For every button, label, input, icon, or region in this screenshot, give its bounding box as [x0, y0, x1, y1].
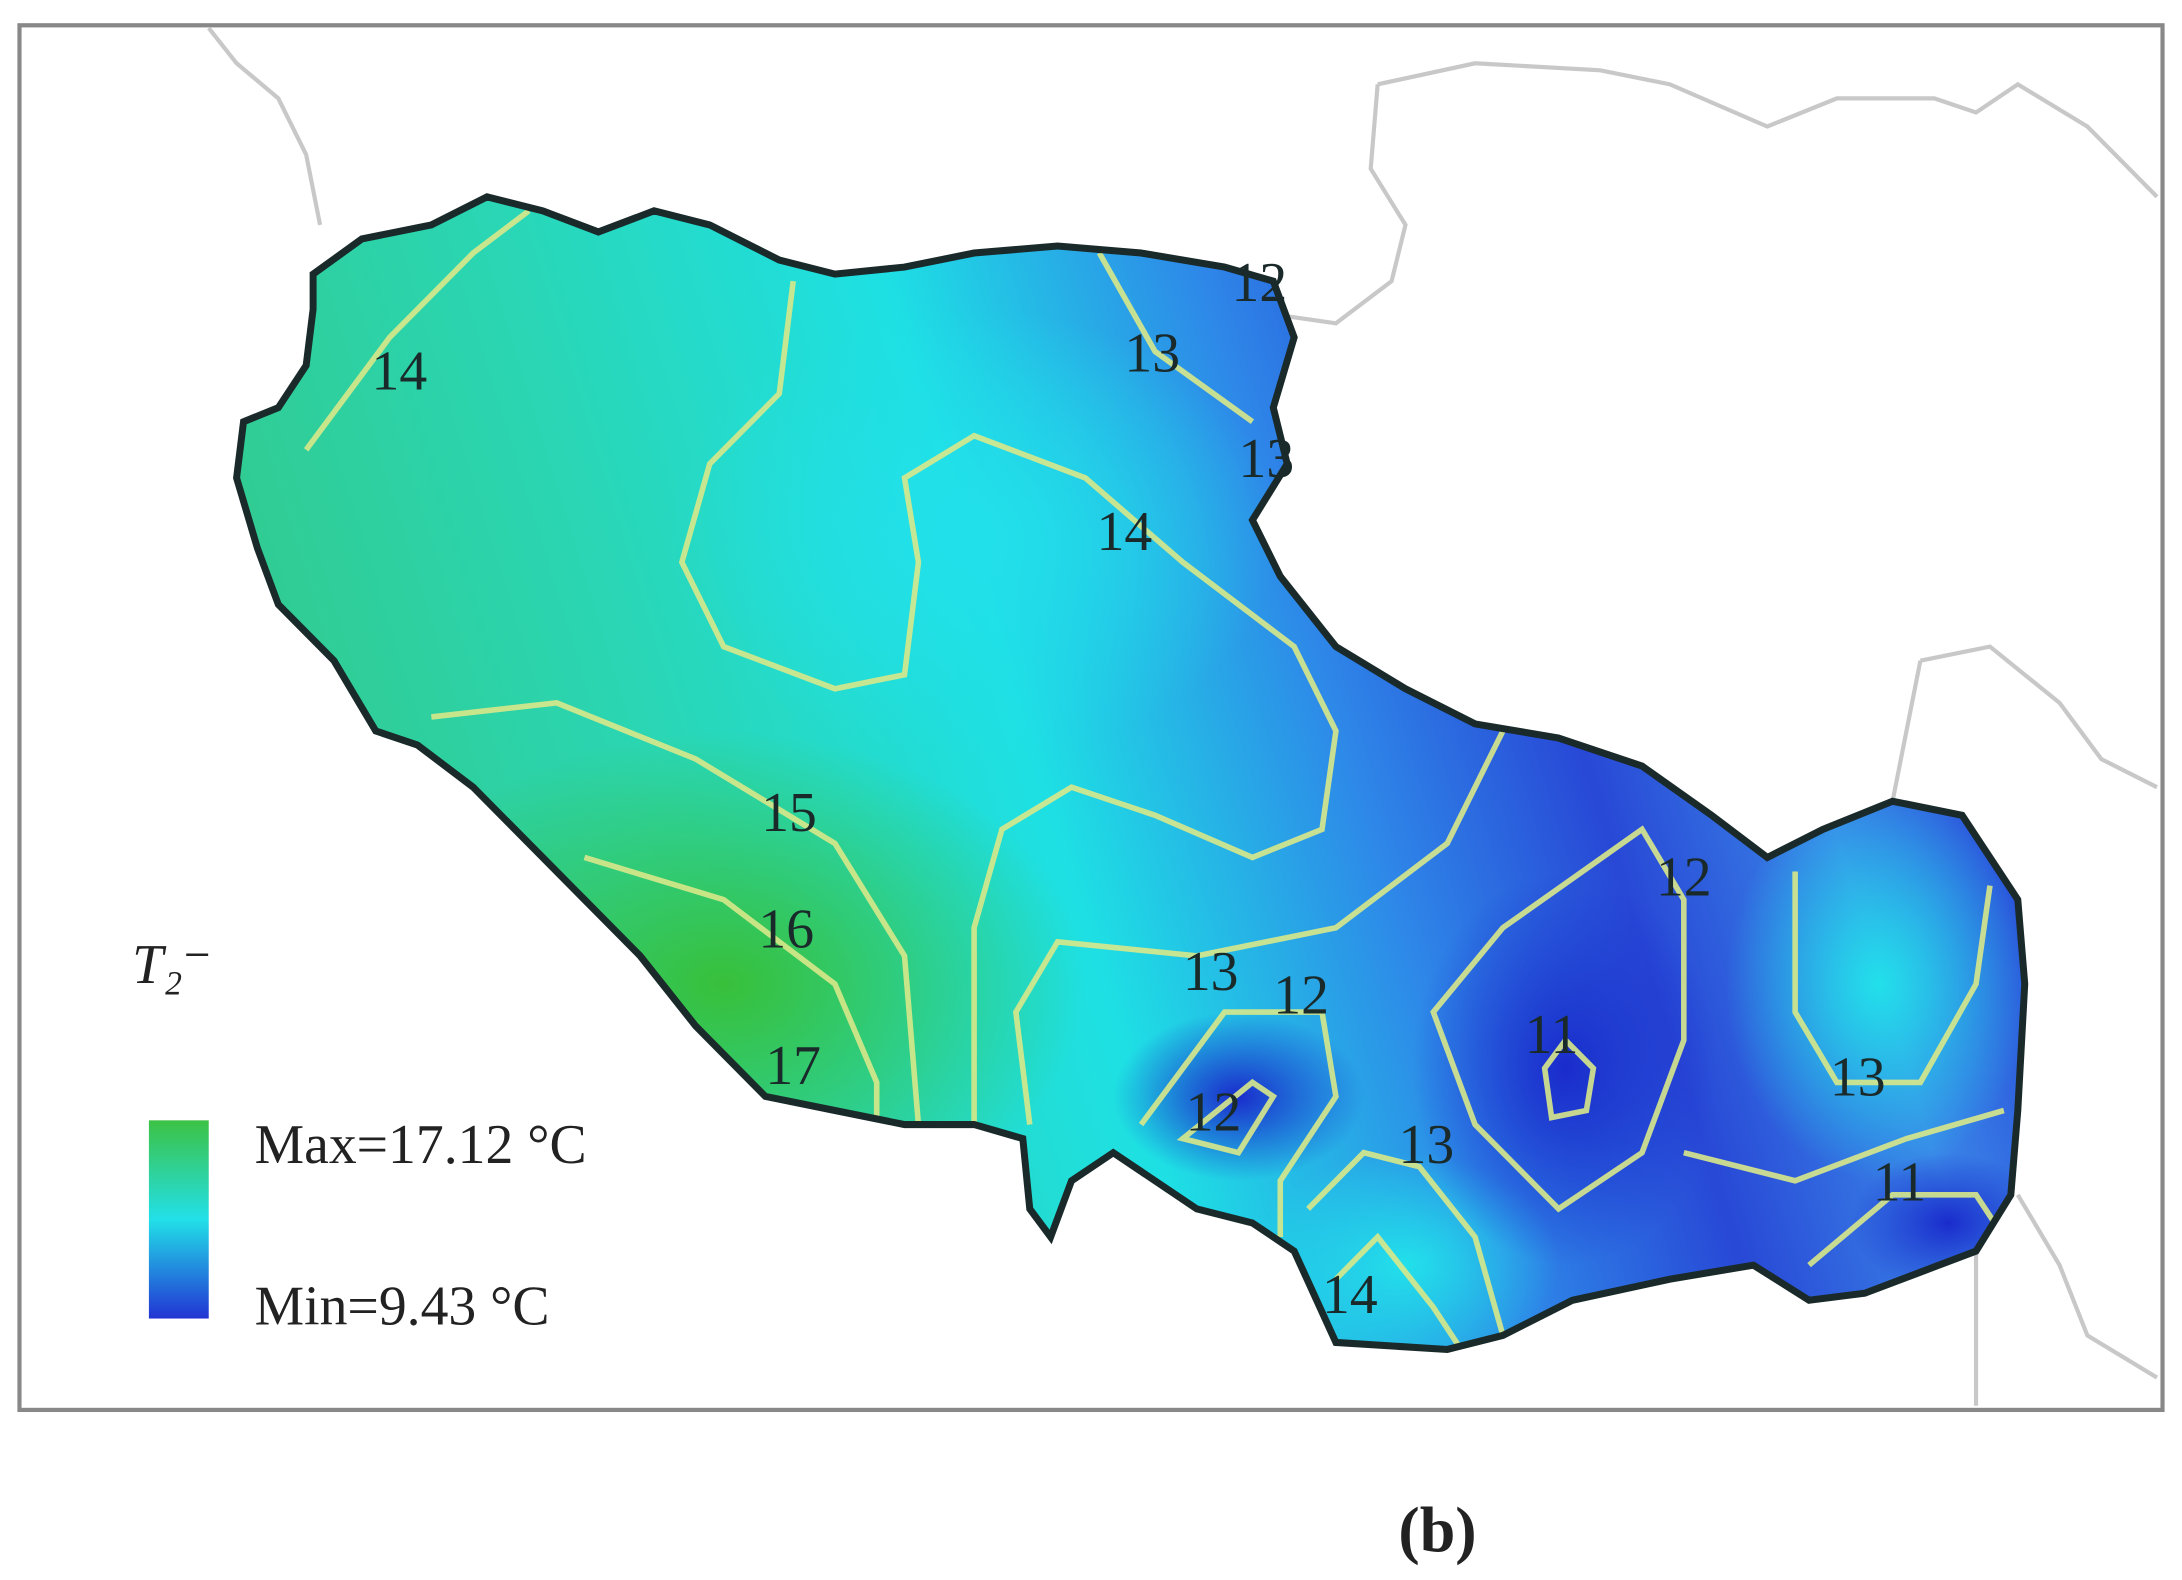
contour-label: 12 [1186, 1081, 1242, 1143]
contour-lines [303, 208, 2007, 1350]
panel-label: (b) [1398, 1494, 1476, 1565]
contour-label: 14 [372, 340, 428, 402]
contour-label: 13 [1399, 1114, 1455, 1176]
legend-min: Min=9.43 °C [255, 1275, 550, 1337]
admin-borders [207, 26, 2159, 1406]
contour-label: 11 [1525, 1004, 1579, 1066]
variable-label: T₂⁻ [132, 934, 212, 996]
contour-label: 17 [765, 1035, 821, 1097]
contour-label: 13 [1183, 941, 1239, 1003]
contour-label: 13 [1239, 428, 1295, 490]
contour-label: 12 [1273, 965, 1329, 1027]
legend-max: Max=17.12 °C [255, 1114, 587, 1176]
contour-label: 16 [758, 898, 814, 960]
contour-label: 11 [1873, 1151, 1927, 1213]
legend: Max=17.12 °C Min=9.43 °C [148, 1114, 587, 1337]
contour-label: 14 [1097, 501, 1153, 563]
legend-colorbar [148, 1120, 209, 1319]
contour-label: 13 [1124, 322, 1180, 384]
contour-label: 12 [1232, 252, 1288, 314]
contour-label: 13 [1830, 1046, 1886, 1108]
contour-label: 12 [1656, 846, 1712, 908]
contour-label: 14 [1322, 1264, 1378, 1326]
contour-label: 15 [761, 782, 817, 844]
contour-labels: 14 13 12 13 14 15 16 17 13 12 12 11 13 1… [372, 252, 1927, 1326]
